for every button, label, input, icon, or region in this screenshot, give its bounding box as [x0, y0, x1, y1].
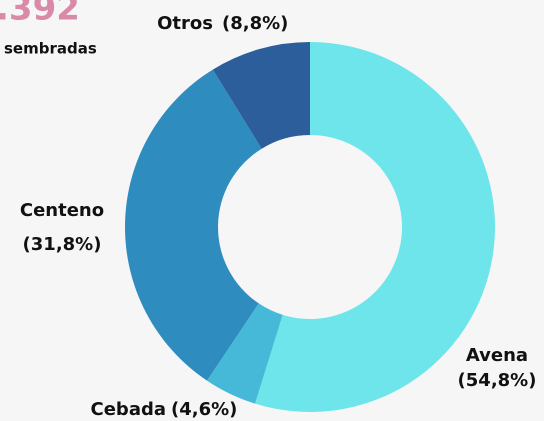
slice-value-label: (31,8%): [23, 234, 102, 255]
slice-label: Cebada: [91, 399, 166, 420]
slice-label: Otros: [157, 13, 213, 34]
slice-value-label: (4,6%): [171, 399, 237, 420]
slice-value-label: (54,8%): [458, 370, 537, 391]
donut: [125, 42, 495, 412]
slice: [255, 42, 495, 412]
slice-label: Avena: [466, 345, 528, 366]
caption: sembradas: [4, 40, 97, 58]
slice: [125, 69, 262, 381]
slice-label: Centeno: [20, 200, 104, 221]
slice: [212, 42, 310, 149]
total: .392: [0, 0, 80, 29]
slice-value-label: (8,8%): [222, 13, 288, 34]
slice: [206, 303, 283, 404]
